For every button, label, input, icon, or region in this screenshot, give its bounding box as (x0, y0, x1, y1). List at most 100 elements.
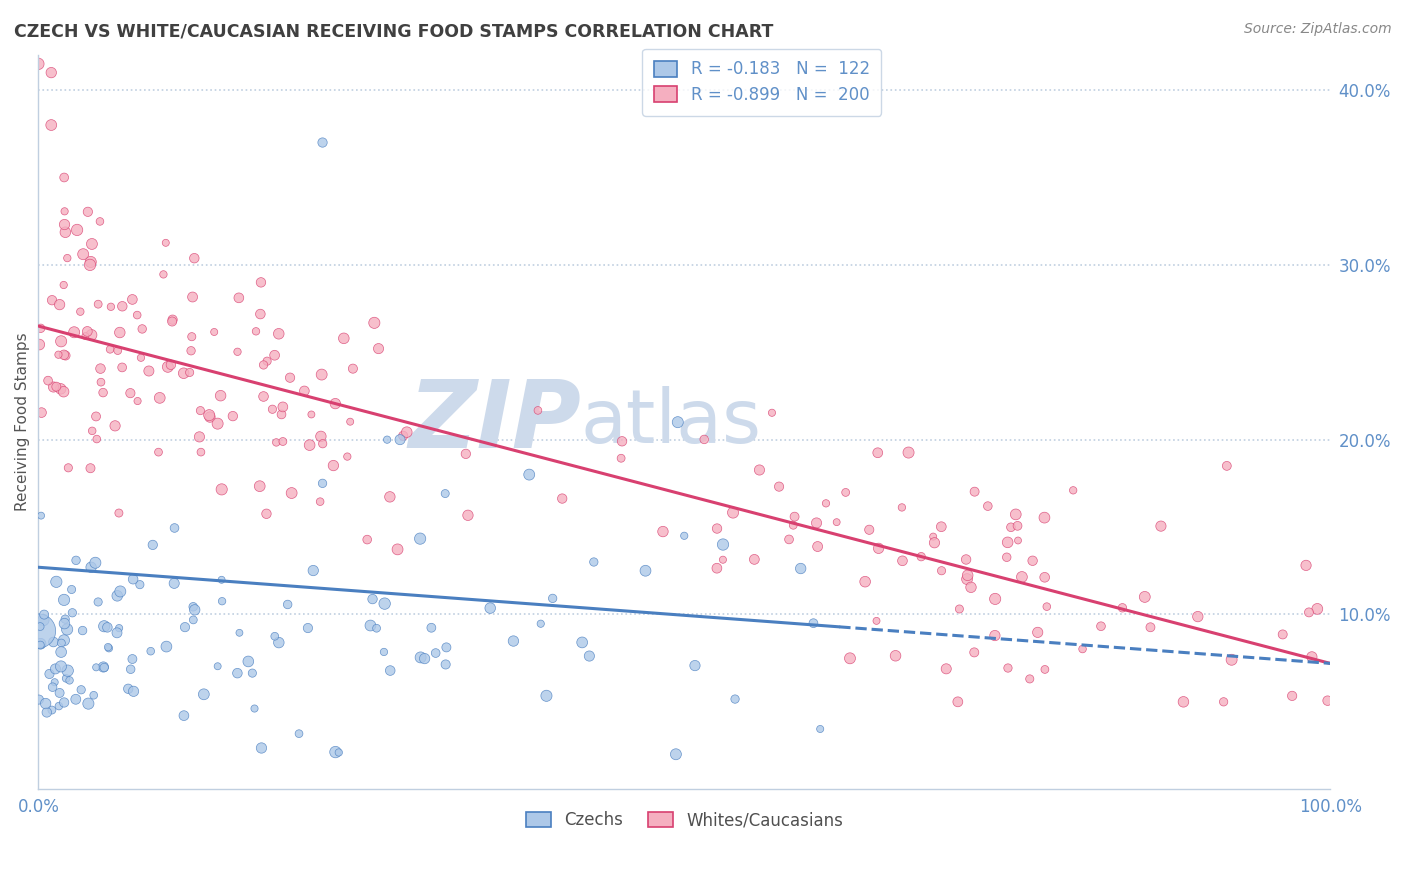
Point (1139, 620, 1161, 634)
Point (839, 651, 862, 665)
Point (60, 606, 83, 620)
Point (163, 576, 186, 591)
Point (724, 692, 747, 706)
Point (946, 695, 969, 709)
Point (366, 621, 388, 635)
Point (131, 322, 153, 336)
Point (256, 354, 278, 368)
Point (997, 661, 1019, 675)
Point (41, 703, 63, 717)
Point (323, 396, 346, 410)
Point (262, 402, 284, 417)
Point (706, 561, 728, 575)
Point (107, 343, 129, 358)
Point (82, 424, 104, 438)
Point (76, 204, 98, 219)
Point (28, 692, 51, 706)
Point (711, 537, 734, 551)
Point (297, 621, 319, 635)
Point (56, 251, 79, 265)
Point (138, 364, 160, 378)
Point (211, 573, 233, 587)
Point (105, 589, 128, 603)
Point (298, 438, 321, 452)
Point (380, 664, 402, 678)
Point (52, 384, 75, 399)
Point (922, 530, 945, 544)
Point (530, 616, 553, 631)
Point (782, 518, 804, 533)
Point (252, 389, 274, 403)
Point (311, 476, 333, 491)
Point (80, 560, 103, 574)
Point (249, 479, 271, 493)
Point (666, 415, 689, 429)
Point (339, 415, 361, 429)
Point (1281, 689, 1303, 703)
Point (361, 592, 384, 607)
Point (434, 657, 457, 672)
Point (48, 348, 70, 362)
Point (56, 664, 79, 678)
Point (37, 374, 59, 388)
Point (1212, 695, 1234, 709)
Point (665, 747, 688, 762)
Point (250, 741, 273, 756)
Point (142, 538, 165, 552)
Point (60, 582, 83, 597)
Point (76, 325, 98, 339)
Point (803, 616, 825, 631)
Point (375, 433, 398, 447)
Point (245, 324, 267, 338)
Point (35, 706, 58, 720)
Point (977, 499, 1000, 513)
Point (434, 486, 457, 500)
Point (1306, 602, 1329, 616)
Point (610, 451, 633, 466)
Y-axis label: Receiving Food Stamps: Receiving Food Stamps (15, 333, 30, 511)
Point (53, 225, 76, 239)
Point (778, 533, 800, 547)
Point (53, 204, 76, 219)
Point (1021, 554, 1043, 568)
Point (420, 621, 443, 635)
Point (53, 612, 76, 626)
Point (58, 673, 80, 688)
Point (721, 506, 744, 520)
Point (1011, 570, 1033, 584)
Point (948, 602, 970, 616)
Point (634, 564, 657, 578)
Point (389, 433, 412, 447)
Point (48, 298, 70, 312)
Point (86, 432, 108, 446)
Point (98, 343, 121, 357)
Point (207, 659, 229, 673)
Point (53, 616, 76, 631)
Point (55, 349, 77, 363)
Point (93, 660, 115, 674)
Point (333, 331, 356, 345)
Point (263, 348, 285, 362)
Point (808, 722, 831, 736)
Point (240, 666, 263, 681)
Point (1216, 458, 1239, 473)
Point (551, 491, 574, 506)
Point (156, 359, 179, 374)
Point (58, 460, 80, 475)
Point (250, 276, 273, 290)
Point (238, 655, 260, 669)
Point (955, 552, 977, 566)
Point (263, 629, 285, 643)
Point (853, 574, 876, 589)
Point (105, 625, 128, 640)
Point (211, 483, 233, 497)
Point (744, 552, 766, 566)
Point (960, 580, 983, 594)
Point (1004, 508, 1026, 522)
Point (90, 375, 112, 389)
Point (748, 463, 770, 477)
Point (183, 603, 205, 617)
Point (38, 667, 60, 681)
Point (207, 417, 229, 431)
Point (111, 299, 134, 313)
